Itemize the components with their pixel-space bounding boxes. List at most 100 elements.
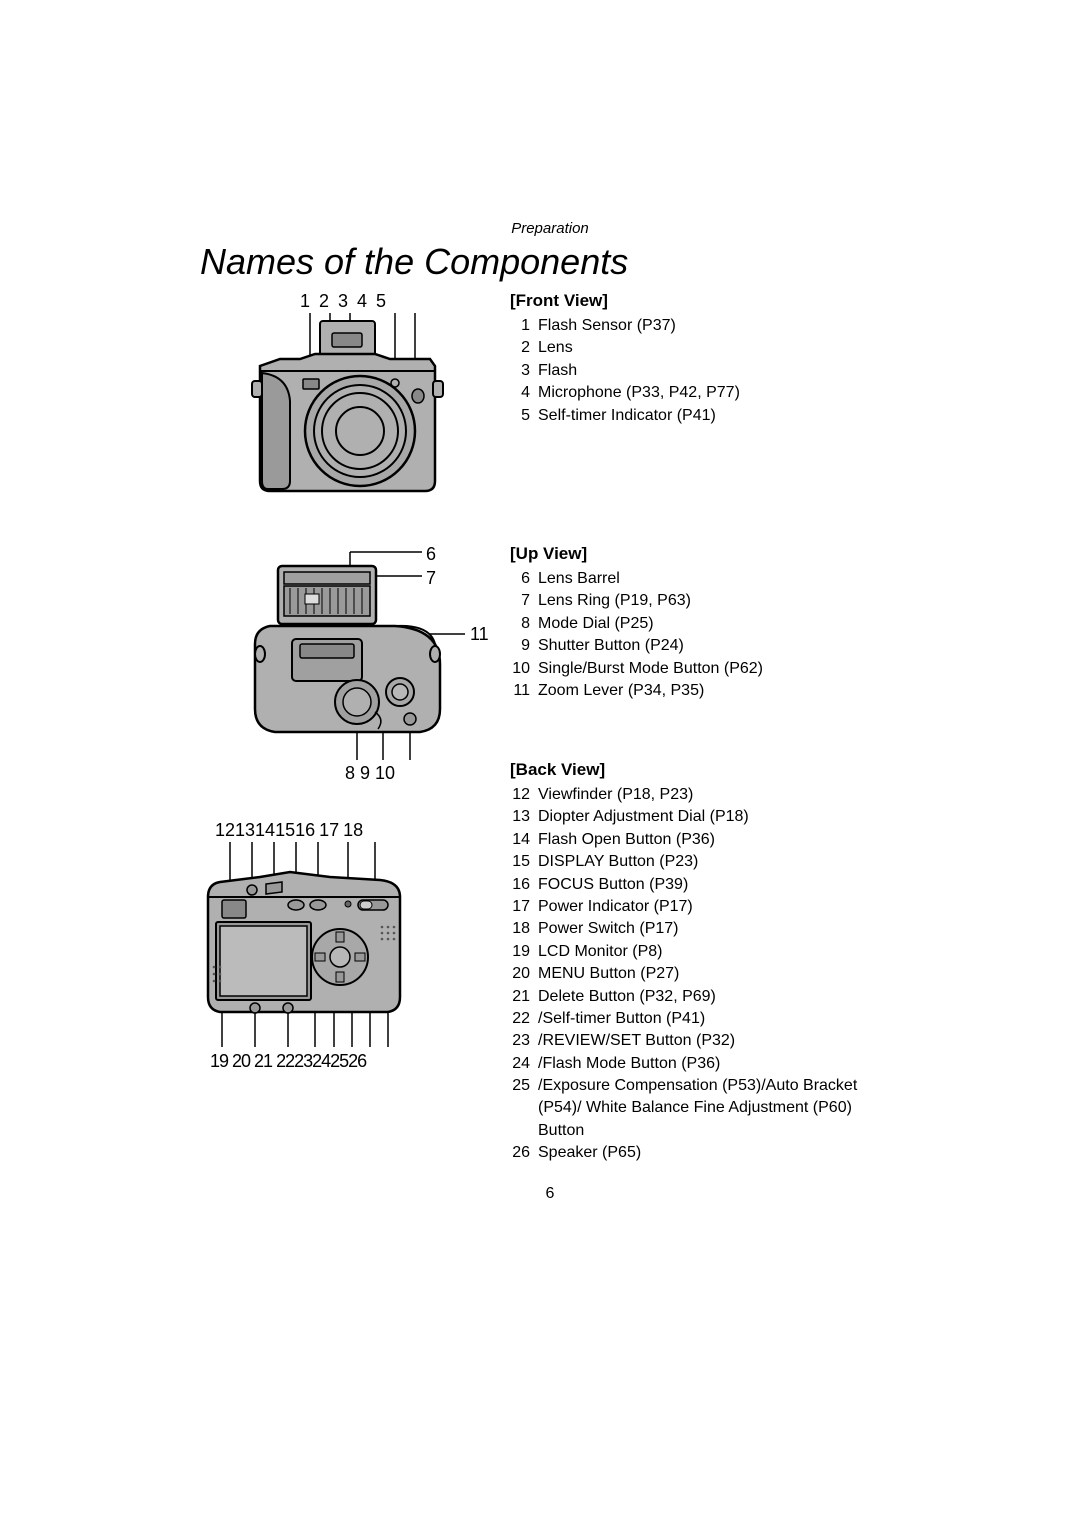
item-text: Flash Sensor (P37) [538,315,900,337]
item-number: 13 [510,806,538,828]
item-number: 5 [510,405,538,427]
back-diagram: 1213141516 17 18 19 20 21 2223242526 [200,802,500,1072]
item-number: 9 [510,635,538,657]
list-item: 26Speaker (P65) [510,1142,900,1164]
list-item: 2Lens [510,337,900,359]
item-text: MENU Button (P27) [538,963,900,985]
list-item: 5Self-timer Indicator (P41) [510,405,900,427]
back-list: 12Viewfinder (P18, P23)13Diopter Adjustm… [510,784,900,1165]
item-text: Lens [538,337,900,359]
page-content: Preparation Names of the Components 1 2 … [200,220,900,1203]
item-text: /Exposure Compensation (P53)/Auto Bracke… [538,1075,900,1142]
front-list: 1Flash Sensor (P37)2Lens3Flash4Microphon… [510,315,900,427]
list-item: 10Single/Burst Mode Button (P62) [510,658,900,680]
item-text: /Flash Mode Button (P36) [538,1053,900,1075]
item-number: 18 [510,918,538,940]
back-callouts-top: 1213141516 17 18 [215,820,363,841]
page-title: Names of the Components [200,241,900,283]
item-text: /Self-timer Button (P41) [538,1008,900,1030]
item-text: Flash Open Button (P36) [538,829,900,851]
item-number: 12 [510,784,538,806]
item-number: 22 [510,1008,538,1030]
list-item: 24 /Flash Mode Button (P36) [510,1053,900,1075]
list-item: 15DISPLAY Button (P23) [510,851,900,873]
item-text: Lens Ring (P19, P63) [538,590,900,612]
item-text: DISPLAY Button (P23) [538,851,900,873]
item-number: 1 [510,315,538,337]
item-number: 15 [510,851,538,873]
list-item: 21Delete Button (P32, P69) [510,986,900,1008]
page-number: 6 [200,1185,900,1203]
up-diagram: 6 7 11 8 9 10 [200,544,500,784]
camera-up-svg [200,544,500,784]
item-number: 19 [510,941,538,963]
list-item: 23 /REVIEW/SET Button (P32) [510,1030,900,1052]
front-callouts-top: 1 2 3 4 5 [300,291,388,312]
list-item: 17Power Indicator (P17) [510,896,900,918]
front-diagram: 1 2 3 4 5 [200,291,500,526]
list-item: 18Power Switch (P17) [510,918,900,940]
up-label-11: 11 [470,624,489,645]
list-item: 16FOCUS Button (P39) [510,874,900,896]
front-view-row: 1 2 3 4 5 [200,291,900,526]
item-number: 20 [510,963,538,985]
item-number: 6 [510,568,538,590]
item-number: 25 [510,1075,538,1142]
up-heading: [Up View] [510,544,900,564]
list-item: 20MENU Button (P27) [510,963,900,985]
item-text: Flash [538,360,900,382]
list-item: 25 /Exposure Compensation (P53)/Auto Bra… [510,1075,900,1142]
item-number: 7 [510,590,538,612]
item-text: Mode Dial (P25) [538,613,900,635]
list-item: 6Lens Barrel [510,568,900,590]
list-item: 7Lens Ring (P19, P63) [510,590,900,612]
item-number: 23 [510,1030,538,1052]
list-item: 12Viewfinder (P18, P23) [510,784,900,806]
item-number: 10 [510,658,538,680]
item-text: Speaker (P65) [538,1142,900,1164]
item-text: Zoom Lever (P34, P35) [538,680,900,702]
item-text: Lens Barrel [538,568,900,590]
item-number: 14 [510,829,538,851]
item-number: 8 [510,613,538,635]
item-number: 17 [510,896,538,918]
list-item: 11Zoom Lever (P34, P35) [510,680,900,702]
item-text: /REVIEW/SET Button (P32) [538,1030,900,1052]
item-text: Viewfinder (P18, P23) [538,784,900,806]
list-item: 22 /Self-timer Button (P41) [510,1008,900,1030]
list-item: 14Flash Open Button (P36) [510,829,900,851]
item-text: Microphone (P33, P42, P77) [538,382,900,404]
item-number: 2 [510,337,538,359]
list-item: 9Shutter Button (P24) [510,635,900,657]
item-text: Delete Button (P32, P69) [538,986,900,1008]
list-item: 4Microphone (P33, P42, P77) [510,382,900,404]
item-number: 3 [510,360,538,382]
item-number: 26 [510,1142,538,1164]
item-text: Diopter Adjustment Dial (P18) [538,806,900,828]
up-label-7: 7 [426,568,436,589]
list-item: 1Flash Sensor (P37) [510,315,900,337]
up-text: [Up View] 6Lens Barrel7Lens Ring (P19, P… [500,544,900,784]
back-heading: [Back View] [510,760,900,780]
up-label-6: 6 [426,544,436,565]
back-view-row: 1213141516 17 18 19 20 21 2223242526 [200,802,900,1165]
back-callouts-bottom: 19 20 21 2223242526 [210,1051,366,1072]
camera-back-svg [200,802,500,1072]
up-callouts-bottom: 8 9 10 [345,763,395,784]
up-list: 6Lens Barrel7Lens Ring (P19, P63)8Mode D… [510,568,900,702]
back-text: [Back View] 12Viewfinder (P18, P23)13Dio… [500,760,900,1165]
item-number: 4 [510,382,538,404]
list-item: 13Diopter Adjustment Dial (P18) [510,806,900,828]
item-number: 21 [510,986,538,1008]
list-item: 19LCD Monitor (P8) [510,941,900,963]
item-text: LCD Monitor (P8) [538,941,900,963]
item-text: Power Switch (P17) [538,918,900,940]
item-number: 11 [510,680,538,702]
list-item: 8Mode Dial (P25) [510,613,900,635]
item-number: 24 [510,1053,538,1075]
item-text: FOCUS Button (P39) [538,874,900,896]
item-text: Shutter Button (P24) [538,635,900,657]
camera-front-svg [200,291,490,521]
item-text: Power Indicator (P17) [538,896,900,918]
item-text: Self-timer Indicator (P41) [538,405,900,427]
